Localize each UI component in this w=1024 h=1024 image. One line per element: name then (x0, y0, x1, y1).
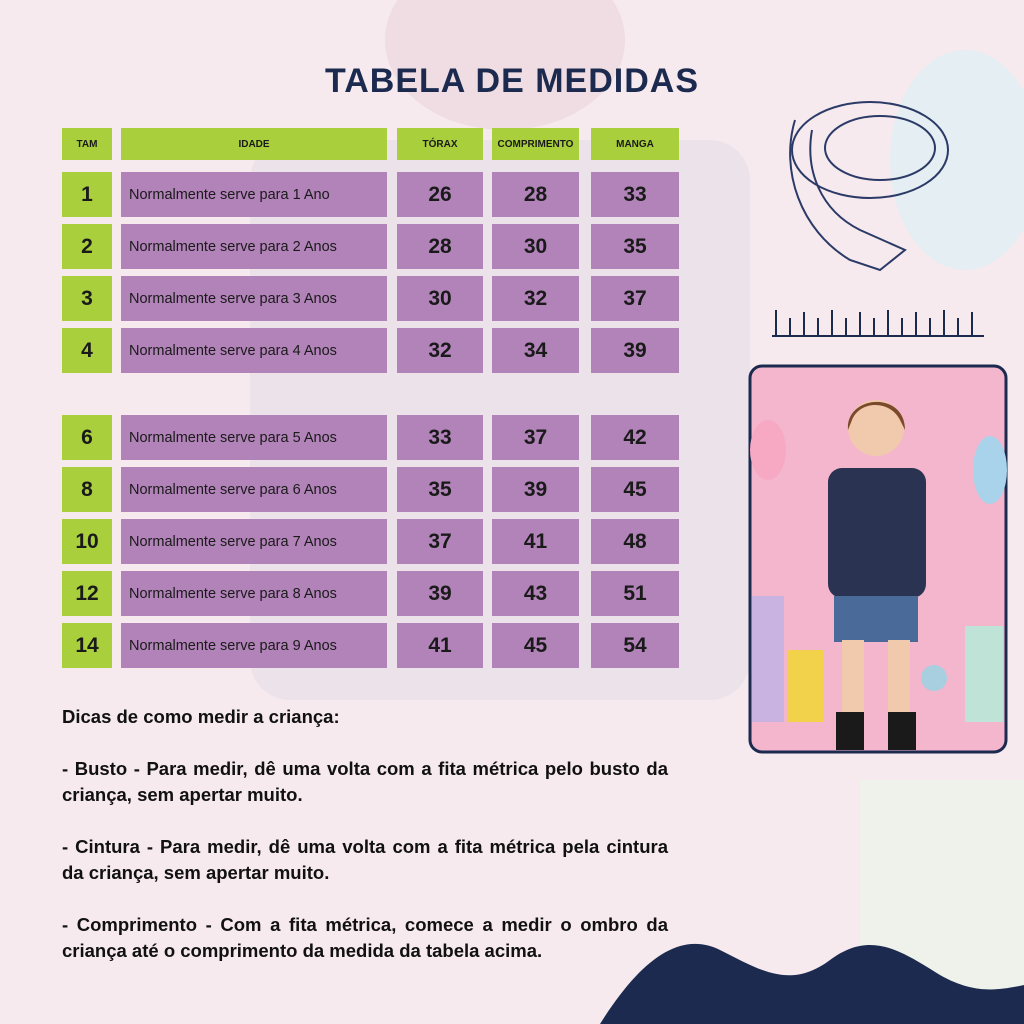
age-cell: Normalmente serve para 6 Anos (121, 467, 387, 512)
chest-cell: 32 (397, 328, 483, 373)
sleeve-cell: 48 (591, 519, 679, 564)
size-cell: 4 (62, 328, 112, 373)
chest-cell: 26 (397, 172, 483, 217)
header-cell: TAM (62, 128, 112, 160)
length-cell: 41 (492, 519, 579, 564)
wave-blob (600, 943, 1024, 1024)
age-cell: Normalmente serve para 1 Ano (121, 172, 387, 217)
length-cell: 28 (492, 172, 579, 217)
sleeve-cell: 42 (591, 415, 679, 460)
sleeve-cell: 39 (591, 328, 679, 373)
header-cell: TÓRAX (397, 128, 483, 160)
tips: Dicas de como medir a criança: - Busto - … (62, 704, 668, 990)
size-cell: 2 (62, 224, 112, 269)
age-cell: Normalmente serve para 5 Anos (121, 415, 387, 460)
product-photo (748, 364, 1008, 754)
length-cell: 32 (492, 276, 579, 321)
size-cell: 1 (62, 172, 112, 217)
chest-cell: 30 (397, 276, 483, 321)
tape-measure (789, 101, 949, 272)
header-cell: IDADE (121, 128, 387, 160)
age-cell: Normalmente serve para 8 Anos (121, 571, 387, 616)
sleeve-cell: 54 (591, 623, 679, 668)
sleeve-cell: 37 (591, 276, 679, 321)
sleeve-cell: 45 (591, 467, 679, 512)
sleeve-cell: 35 (591, 224, 679, 269)
size-cell: 14 (62, 623, 112, 668)
size-cell: 12 (62, 571, 112, 616)
chest-cell: 35 (397, 467, 483, 512)
size-cell: 8 (62, 467, 112, 512)
tip-item: - Busto - Para medir, dê uma volta com a… (62, 758, 668, 805)
title: TABELA DE MEDIDAS (325, 62, 699, 100)
age-cell: Normalmente serve para 3 Anos (121, 276, 387, 321)
sleeve-cell: 51 (591, 571, 679, 616)
age-cell: Normalmente serve para 4 Anos (121, 328, 387, 373)
size-cell: 3 (62, 276, 112, 321)
faded-face (385, 0, 625, 130)
tips-heading: Dicas de como medir a criança: (62, 706, 340, 727)
length-cell: 43 (492, 571, 579, 616)
tip-item: - Comprimento - Com a fita métrica, come… (62, 914, 668, 961)
length-cell: 34 (492, 328, 579, 373)
chest-cell: 37 (397, 519, 483, 564)
age-cell: Normalmente serve para 7 Anos (121, 519, 387, 564)
size-cell: 10 (62, 519, 112, 564)
length-cell: 45 (492, 623, 579, 668)
header-cell: MANGA (591, 128, 679, 160)
chest-cell: 33 (397, 415, 483, 460)
length-cell: 37 (492, 415, 579, 460)
age-cell: Normalmente serve para 2 Anos (121, 224, 387, 269)
length-cell: 30 (492, 224, 579, 269)
balloon (890, 50, 1024, 270)
chest-cell: 41 (397, 623, 483, 668)
age-cell: Normalmente serve para 9 Anos (121, 623, 387, 668)
chest-cell: 28 (397, 224, 483, 269)
length-cell: 39 (492, 467, 579, 512)
chest-cell: 39 (397, 571, 483, 616)
sleeve-cell: 33 (591, 172, 679, 217)
tip-item: - Cintura - Para medir, dê uma volta com… (62, 836, 668, 883)
ruler (772, 310, 984, 337)
size-cell: 6 (62, 415, 112, 460)
header-cell: COMPRIMENTO (492, 128, 579, 160)
